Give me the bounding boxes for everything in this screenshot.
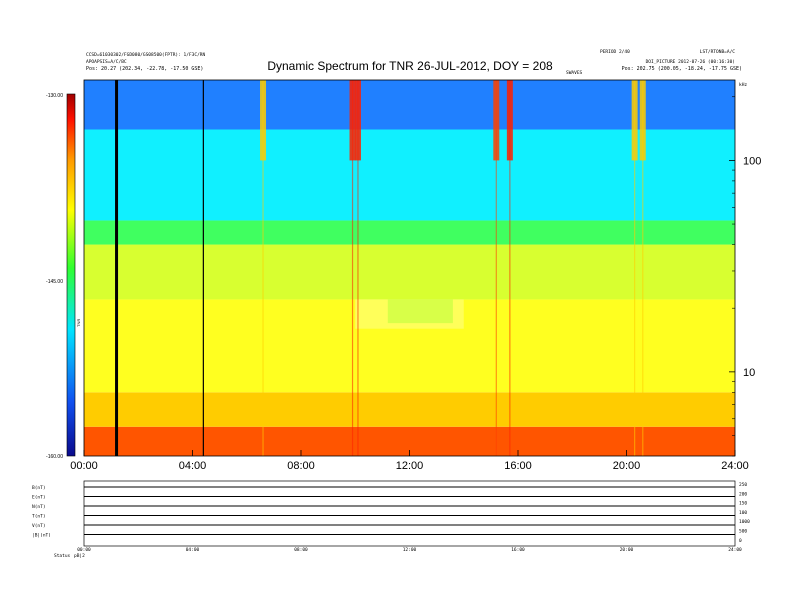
header-right-line-4: Pos: 202.75 (200.05, -18.24, -17.75 GSE): [622, 66, 742, 72]
colorbar-tick-top: -130.00: [46, 93, 63, 99]
header-mid-label: SWAVES: [566, 70, 583, 76]
panel-right-tick-3: 100: [739, 510, 747, 516]
x-tick-label-3: 12:00: [396, 460, 424, 472]
panel-x-label-4: 16:00: [511, 547, 525, 553]
spectrum-band-3: [84, 244, 735, 300]
chart-title: Dynamic Spectrum for TNR 26-JUL-2012, DO…: [267, 59, 553, 73]
panel-label-3: T(nT): [32, 514, 46, 520]
y-tick-label-1: 100: [743, 155, 761, 167]
panel-right-tick-1: 200: [739, 491, 747, 497]
panel-x-label-0: 00:00: [77, 547, 91, 553]
burst-trace-3: [509, 80, 511, 456]
panel-label-5: |B|(nT): [32, 533, 51, 539]
panel-x-label-5: 20:00: [620, 547, 634, 553]
header-left-line-3: Pos: 20.27 (202.34, -22.78, -17.50 GSE): [86, 66, 203, 72]
spectrum-band-4: [84, 220, 735, 245]
header-left-line-1: CCSD=61030302/FGD080/GS08500(FPTR): 1/F3…: [86, 52, 205, 58]
x-tick-label-4: 16:00: [504, 460, 532, 472]
footer-label: Status: [54, 553, 71, 559]
header-left-line-2: APOAPSIS=A/C/BC: [86, 59, 127, 65]
panel-x-label-2: 08:00: [294, 547, 308, 553]
y-axis: 10 100: [729, 96, 761, 457]
y-axis-unit: kHz: [739, 82, 747, 88]
colorbar: [66, 93, 76, 457]
y-tick-label-0: 10: [743, 367, 755, 379]
panel-label-4: V(nT): [32, 523, 46, 529]
panel-label-1: E(nT): [32, 495, 46, 501]
spectrum-band-1: [84, 392, 735, 427]
spectrum-band-6: [84, 80, 735, 130]
colorbar-label: TNR: [76, 319, 81, 327]
x-axis: 00:00 04:00 08:00 12:00 16:00 20:00 24:00: [70, 450, 749, 472]
panel-right-tick-2: 150: [739, 501, 747, 507]
emission-core: [387, 299, 453, 324]
panel-right-tick-4: 1000: [739, 519, 750, 525]
panel-right-tick-0: 250: [739, 482, 747, 488]
data-gap-1: [202, 80, 204, 456]
burst-trace-4: [262, 80, 264, 456]
header-right-line-1: PERIOD 2/40: [600, 49, 630, 55]
x-tick-label-0: 00:00: [70, 460, 98, 472]
panel-right-tick-5: 500: [739, 529, 747, 535]
burst-trace-5: [634, 80, 636, 456]
burst-trace-1: [357, 80, 359, 456]
panel-label-2: N(nT): [32, 504, 46, 510]
burst-trace-0: [351, 80, 354, 456]
x-tick-label-6: 24:00: [721, 460, 749, 472]
spectrum-band-5: [84, 129, 735, 221]
panel-right-tick-6: 0: [739, 538, 742, 544]
footer-value: pB|2: [74, 553, 85, 559]
x-tick-label-1: 04:00: [179, 460, 207, 472]
header-right-line-2: LST/RTONB=A/C: [700, 49, 736, 55]
field-panels: B(nT) E(nT) N(nT) T(nT) V(nT) |B|(nT) 250 200 15…: [32, 480, 750, 553]
x-tick-label-2: 08:00: [287, 460, 315, 472]
colorbar-tick-bottom: -160.00: [46, 454, 63, 460]
x-tick-label-5: 20:00: [613, 460, 641, 472]
panel-x-label-3: 12:00: [403, 547, 417, 553]
colorbar-tick-mid: -145.00: [46, 279, 63, 285]
spectrogram-plot: [83, 79, 736, 457]
burst-trace-6: [642, 80, 644, 456]
panel-label-0: B(nT): [32, 485, 46, 491]
panel-x-label-6: 24:00: [728, 547, 742, 553]
burst-trace-2: [495, 80, 497, 456]
panel-x-label-1: 04:00: [186, 547, 200, 553]
panel-frame: [83, 480, 736, 547]
data-gap-0: [115, 80, 119, 456]
header-right-line-3: DOI_PICTURE 2012-07-26 (00:16:30): [646, 59, 735, 65]
